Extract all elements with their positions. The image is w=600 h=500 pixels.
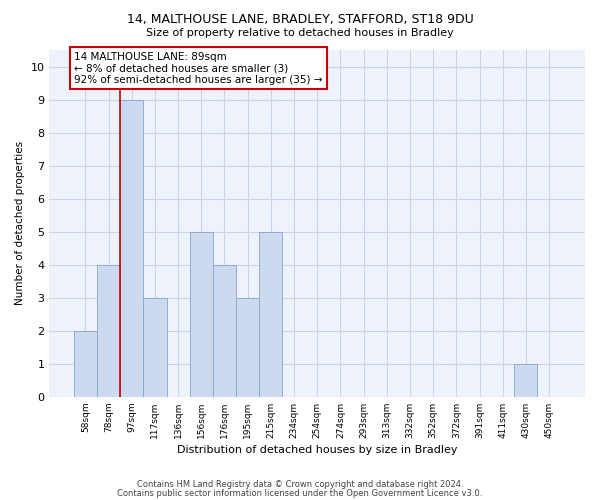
Bar bbox=[190, 232, 213, 397]
Bar bbox=[143, 298, 167, 397]
Text: Contains HM Land Registry data © Crown copyright and database right 2024.: Contains HM Land Registry data © Crown c… bbox=[137, 480, 463, 489]
Bar bbox=[213, 264, 236, 397]
Y-axis label: Number of detached properties: Number of detached properties bbox=[15, 142, 25, 306]
Bar bbox=[120, 100, 143, 397]
Bar bbox=[74, 331, 97, 397]
Bar bbox=[97, 264, 120, 397]
Text: Size of property relative to detached houses in Bradley: Size of property relative to detached ho… bbox=[146, 28, 454, 38]
Bar bbox=[514, 364, 538, 397]
Bar bbox=[259, 232, 283, 397]
Text: 14 MALTHOUSE LANE: 89sqm
← 8% of detached houses are smaller (3)
92% of semi-det: 14 MALTHOUSE LANE: 89sqm ← 8% of detache… bbox=[74, 52, 323, 85]
Text: 14, MALTHOUSE LANE, BRADLEY, STAFFORD, ST18 9DU: 14, MALTHOUSE LANE, BRADLEY, STAFFORD, S… bbox=[127, 12, 473, 26]
X-axis label: Distribution of detached houses by size in Bradley: Distribution of detached houses by size … bbox=[177, 445, 457, 455]
Text: Contains public sector information licensed under the Open Government Licence v3: Contains public sector information licen… bbox=[118, 489, 482, 498]
Bar bbox=[236, 298, 259, 397]
